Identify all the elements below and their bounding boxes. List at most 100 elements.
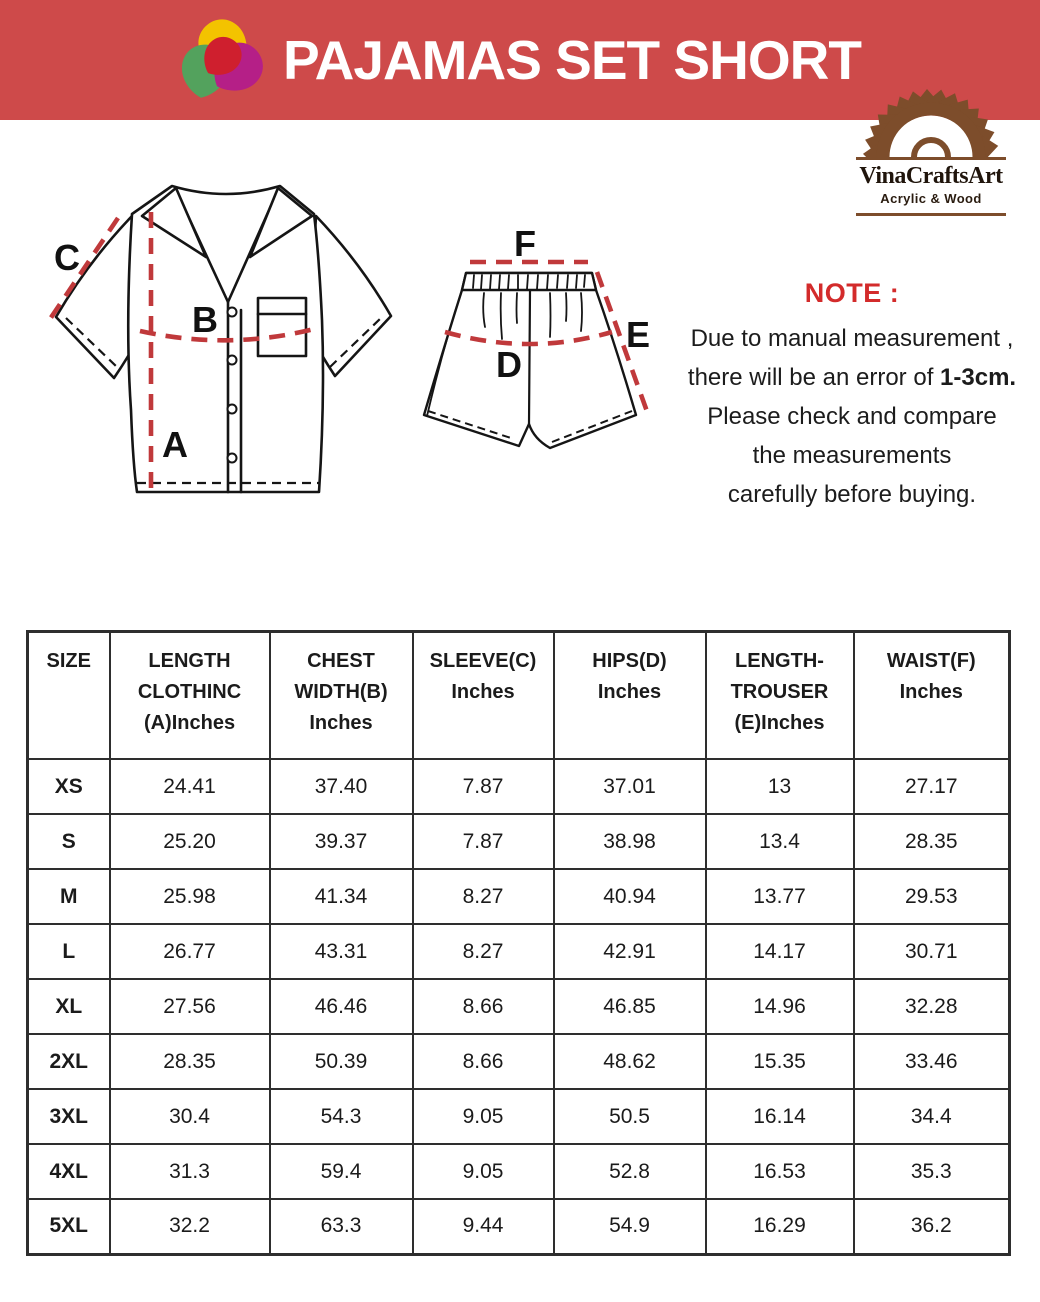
value-cell: 34.4: [852, 1088, 1011, 1145]
column-header-sleeve: SLEEVE(C) Inches: [411, 630, 555, 760]
value-cell: 37.01: [552, 758, 707, 815]
value-cell: 50.5: [552, 1088, 707, 1145]
column-header-length-trouser: LENGTH- TROUSER (E)Inches: [704, 630, 855, 760]
column-header-chest-width: CHEST WIDTH(B) Inches: [268, 630, 414, 760]
measure-line-b: [139, 325, 319, 343]
table-row: 4XL 31.3 59.4 9.05 52.8 16.53 35.3: [26, 1143, 1011, 1200]
measure-label-a: A: [162, 424, 188, 465]
note-text: there will be an error of: [687, 364, 941, 391]
value-cell: 9.05: [411, 1088, 555, 1145]
table-row: XL 27.56 46.46 8.66 46.85 14.96 32.28: [26, 978, 1011, 1035]
value-cell: 8.27: [411, 923, 555, 980]
shirt-collar: [248, 186, 314, 259]
value-cell: 54.3: [268, 1088, 414, 1145]
value-cell: 30.4: [108, 1088, 271, 1145]
value-cell: 37.40: [268, 758, 414, 815]
value-cell: 59.4: [268, 1143, 414, 1200]
value-cell: 29.53: [852, 868, 1011, 925]
brand-logo-box: VinaCraftsArt Acrylic & Wood: [855, 87, 1007, 216]
table-header-row: SIZE LENGTH CLOTHINC (A)Inches CHEST WID…: [26, 630, 1011, 760]
value-cell: 33.46: [852, 1033, 1011, 1090]
brand-petals-logo-icon: [179, 18, 266, 104]
page-title: PAJAMAS SET SHORT: [283, 29, 862, 91]
value-cell: 31.3: [108, 1143, 271, 1200]
size-cell: 4XL: [26, 1143, 111, 1200]
note-text-line: the measurements: [752, 442, 952, 469]
shorts-diagram: F E D: [422, 225, 652, 450]
value-cell: 36.2: [852, 1198, 1011, 1255]
measure-label-e: E: [626, 314, 650, 355]
value-cell: 32.28: [852, 978, 1011, 1035]
size-cell: 2XL: [26, 1033, 111, 1090]
value-cell: 9.05: [411, 1143, 555, 1200]
value-cell: 14.96: [704, 978, 855, 1035]
header-banner: PAJAMAS SET SHORT: [0, 0, 1040, 120]
table-row: 5XL 32.2 63.3 9.44 54.9 16.29 36.2: [26, 1198, 1011, 1255]
column-header-hips: HIPS(D) Inches: [552, 630, 707, 760]
value-cell: 48.62: [552, 1033, 707, 1090]
value-cell: 39.37: [268, 813, 414, 870]
value-cell: 35.3: [852, 1143, 1011, 1200]
note-text-bold: 1-3cm.: [940, 364, 1017, 391]
measure-line-d: [444, 329, 613, 347]
value-cell: 16.53: [704, 1143, 855, 1200]
table-row: M 25.98 41.34 8.27 40.94 13.77 29.53: [26, 868, 1011, 925]
value-cell: 54.9: [552, 1198, 707, 1255]
value-cell: 7.87: [411, 813, 555, 870]
value-cell: 50.39: [268, 1033, 414, 1090]
size-cell: L: [26, 923, 111, 980]
value-cell: 43.31: [268, 923, 414, 980]
value-cell: 52.8: [552, 1143, 707, 1200]
measurement-lines: [444, 259, 652, 418]
value-cell: 8.66: [411, 1033, 555, 1090]
measure-line-c: [46, 216, 120, 324]
column-header-waist: WAIST(F) Inches: [852, 630, 1011, 760]
value-cell: 13: [704, 758, 855, 815]
value-cell: 15.35: [704, 1033, 855, 1090]
value-cell: 24.41: [108, 758, 271, 815]
value-cell: 27.17: [852, 758, 1011, 815]
table-row: 2XL 28.35 50.39 8.66 48.62 15.35 33.46: [26, 1033, 1011, 1090]
value-cell: 27.56: [108, 978, 271, 1035]
value-cell: 16.14: [704, 1088, 855, 1145]
value-cell: 16.29: [704, 1198, 855, 1255]
value-cell: 14.17: [704, 923, 855, 980]
note-heading: NOTE :: [804, 278, 900, 308]
value-cell: 28.35: [852, 813, 1011, 870]
table-row: S 25.20 39.37 7.87 38.98 13.4 28.35: [26, 813, 1011, 870]
measurement-lines: [46, 212, 319, 490]
value-cell: 63.3: [268, 1198, 414, 1255]
size-cell: XS: [26, 758, 111, 815]
value-cell: 46.85: [552, 978, 707, 1035]
value-cell: 8.27: [411, 868, 555, 925]
size-table: SIZE LENGTH CLOTHINC (A)Inches CHEST WID…: [26, 630, 1011, 1256]
size-cell: 3XL: [26, 1088, 111, 1145]
value-cell: 40.94: [552, 868, 707, 925]
value-cell: 25.98: [108, 868, 271, 925]
value-cell: 38.98: [552, 813, 707, 870]
table-row: XS 24.41 37.40 7.87 37.01 13 27.17: [26, 758, 1011, 815]
size-cell: M: [26, 868, 111, 925]
note-text-line: there will be an error of 1-3cm.: [664, 358, 1040, 397]
measure-label-c: C: [54, 237, 80, 278]
value-cell: 25.20: [108, 813, 271, 870]
column-header-length-clothing: LENGTH CLOTHINC (A)Inches: [108, 630, 271, 760]
shorts-waistband: [460, 271, 598, 292]
size-cell: XL: [26, 978, 111, 1035]
note-text-line: Due to manual measurement ,: [690, 325, 1014, 352]
value-cell: 9.44: [411, 1198, 555, 1255]
brand-name: VinaCraftsArt: [859, 163, 1003, 189]
size-cell: S: [26, 813, 111, 870]
table-row: 3XL 30.4 54.3 9.05 50.5 16.14 34.4: [26, 1088, 1011, 1145]
shirt-pocket: [256, 296, 308, 358]
value-cell: 7.87: [411, 758, 555, 815]
value-cell: 26.77: [108, 923, 271, 980]
value-cell: 8.66: [411, 978, 555, 1035]
brand-divider: [856, 213, 1006, 216]
note-block: NOTE : Due to manual measurement , there…: [664, 274, 1040, 514]
size-cell: 5XL: [26, 1198, 111, 1255]
value-cell: 46.46: [268, 978, 414, 1035]
value-cell: 30.71: [852, 923, 1011, 980]
value-cell: 32.2: [108, 1198, 271, 1255]
